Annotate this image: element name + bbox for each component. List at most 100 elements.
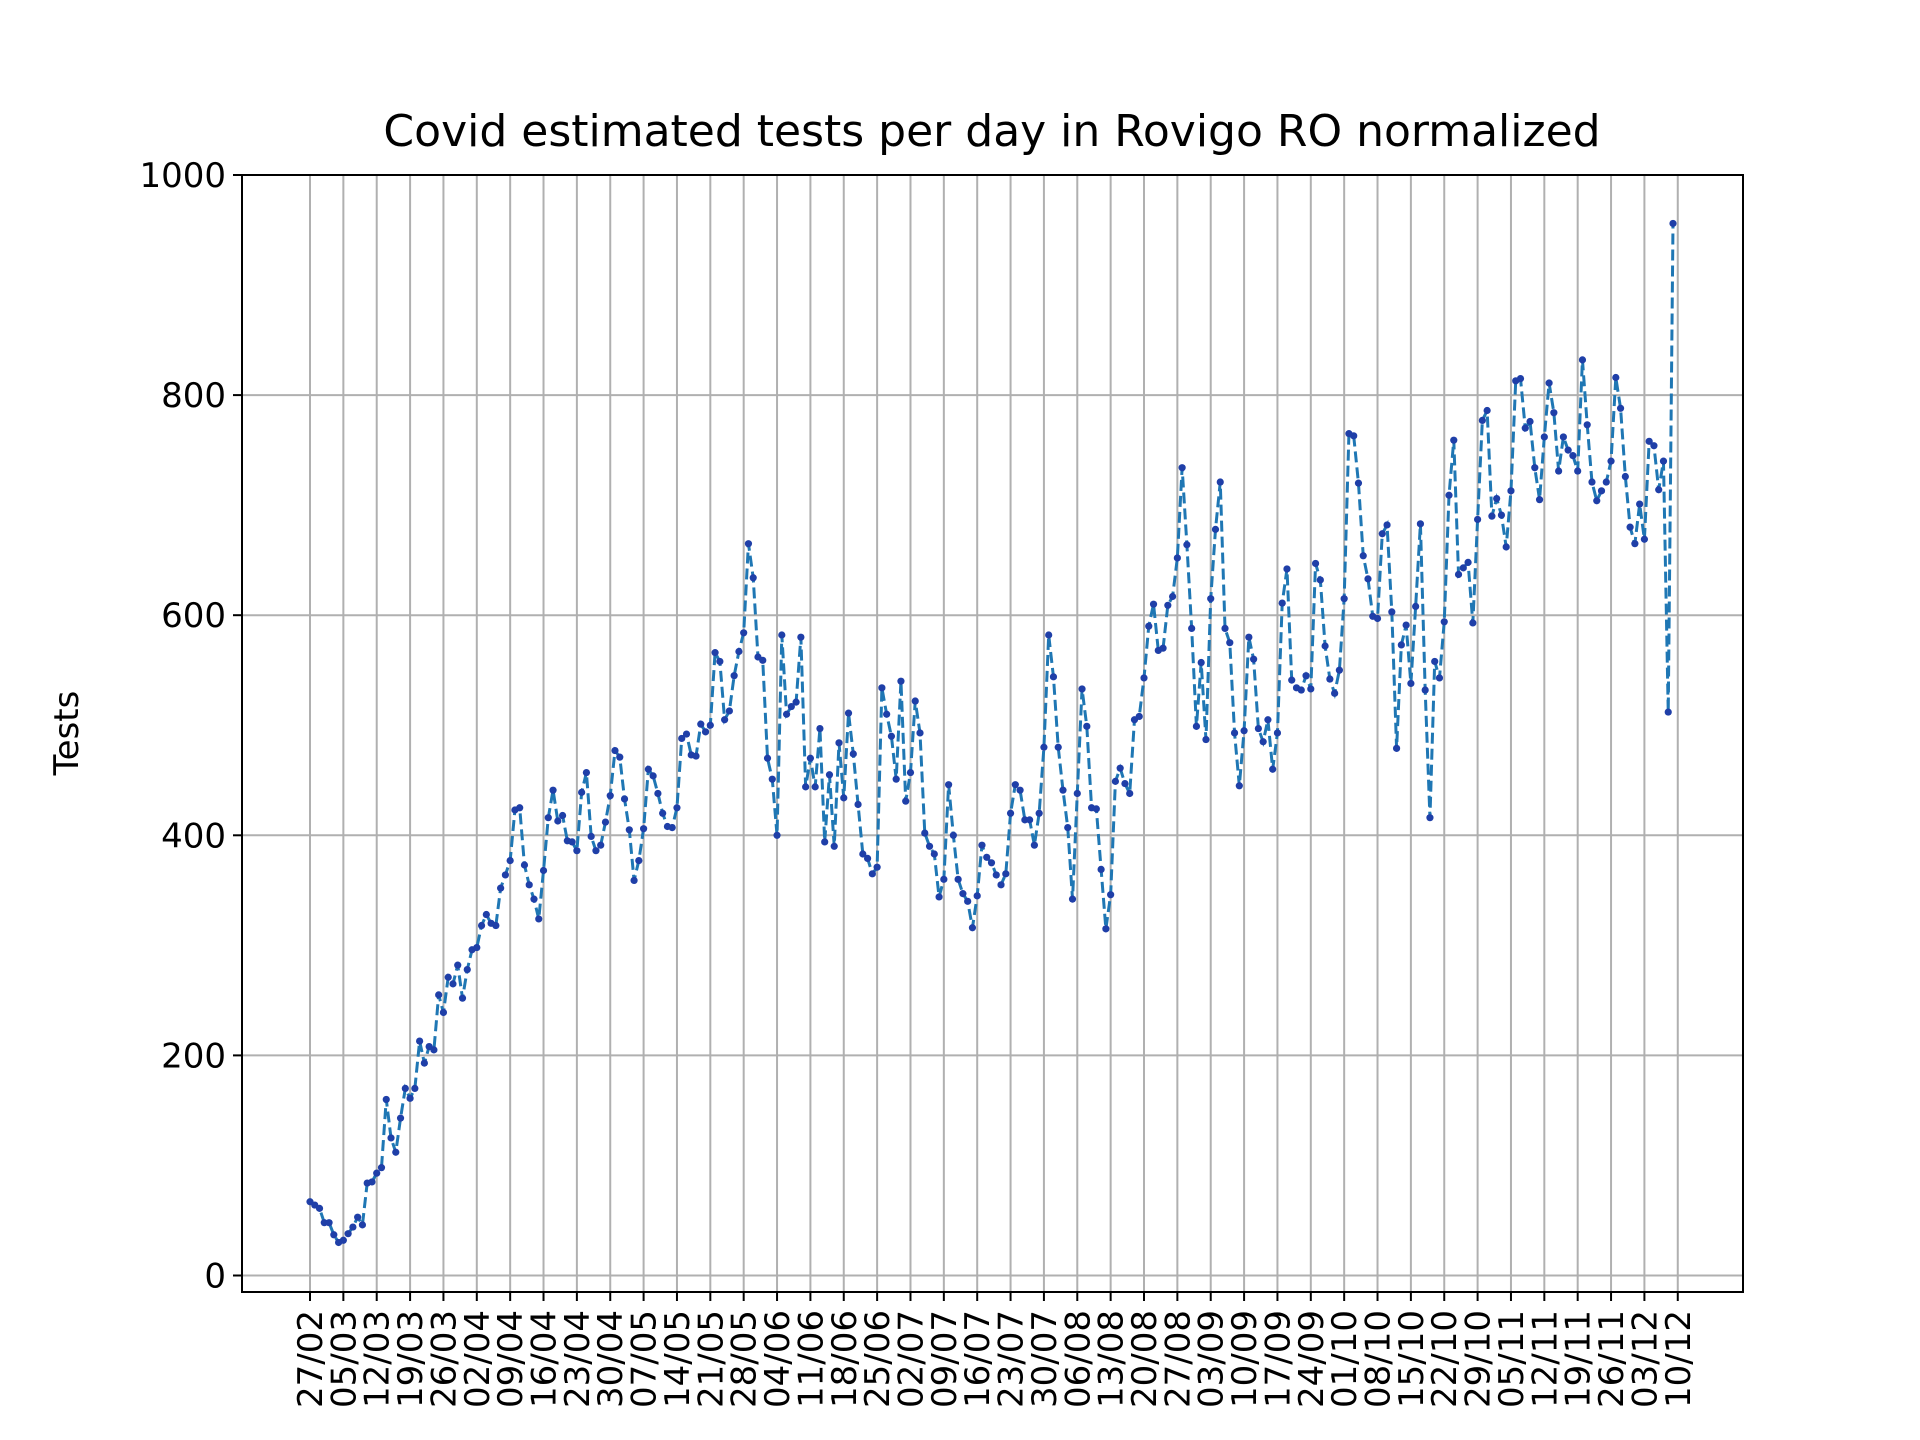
- y-tick-label: 200: [161, 1036, 226, 1076]
- x-tick-label: 03/09: [1192, 1310, 1232, 1408]
- x-tick-label: 22/10: [1425, 1310, 1465, 1408]
- data-point: [1316, 576, 1324, 584]
- data-point: [396, 1114, 405, 1122]
- data-point: [806, 754, 815, 762]
- data-point: [854, 800, 862, 809]
- x-tick-label: 16/07: [958, 1310, 998, 1408]
- data-point: [1230, 729, 1239, 737]
- data-point: [349, 1223, 357, 1231]
- data-point: [811, 783, 819, 791]
- x-tick-label: 28/05: [725, 1310, 765, 1408]
- data-point: [392, 1148, 400, 1156]
- x-tick-label: 30/04: [591, 1310, 631, 1408]
- y-axis-label: Tests: [47, 691, 87, 777]
- data-point: [1574, 467, 1582, 475]
- data-point: [1059, 786, 1067, 794]
- data-point: [921, 829, 929, 837]
- x-tick-label: 16/04: [525, 1310, 565, 1408]
- data-point: [606, 792, 614, 800]
- data-point: [406, 1094, 414, 1102]
- data-point: [592, 847, 600, 855]
- data-point: [711, 649, 719, 657]
- data-point: [744, 540, 753, 548]
- data-point: [1121, 779, 1129, 788]
- data-point: [883, 710, 891, 718]
- data-point: [802, 783, 810, 791]
- data-point: [844, 709, 853, 717]
- x-tick-label: 26/11: [1592, 1310, 1632, 1408]
- data-point: [773, 831, 781, 839]
- data-point: [768, 775, 776, 783]
- data-point: [782, 710, 791, 718]
- data-point: [1126, 789, 1134, 798]
- data-point: [1011, 781, 1019, 789]
- data-point: [1545, 379, 1553, 387]
- data-point: [973, 892, 981, 900]
- data-point: [1416, 520, 1425, 528]
- data-point: [735, 647, 743, 656]
- data-point: [1283, 565, 1291, 573]
- data-point: [964, 897, 972, 905]
- data-point: [1192, 722, 1201, 730]
- data-point: [520, 861, 529, 869]
- data-point: [1588, 478, 1596, 486]
- data-point: [868, 870, 876, 878]
- data-point: [930, 850, 938, 858]
- data-point: [1240, 727, 1248, 735]
- data-point: [1254, 724, 1262, 733]
- data-point: [721, 716, 729, 724]
- data-point: [377, 1164, 386, 1172]
- data-point: [1612, 373, 1620, 382]
- data-point: [725, 707, 733, 715]
- data-point: [701, 728, 710, 736]
- data-point: [1188, 624, 1196, 633]
- data-point: [1264, 716, 1272, 724]
- data-point: [1478, 416, 1486, 425]
- plot-frame: [241, 174, 1744, 1293]
- data-point: [1664, 708, 1672, 716]
- data-point: [439, 1008, 448, 1017]
- data-point: [1288, 676, 1296, 684]
- x-tick-label: 18/06: [825, 1310, 865, 1408]
- data-point: [1521, 424, 1529, 432]
- data-point: [1026, 816, 1034, 824]
- data-point: [558, 811, 567, 820]
- data-point: [1173, 554, 1181, 562]
- data-point: [654, 789, 662, 798]
- data-point: [582, 768, 591, 777]
- data-point: [1359, 552, 1367, 560]
- data-point: [1245, 633, 1253, 641]
- data-point: [635, 857, 643, 865]
- x-tick-label: 26/03: [424, 1310, 464, 1408]
- data-point: [859, 850, 867, 858]
- data-point: [620, 795, 629, 803]
- data-point: [1183, 541, 1191, 549]
- data-point: [649, 772, 657, 780]
- data-point: [368, 1178, 376, 1186]
- data-point: [482, 910, 490, 919]
- data-point: [792, 698, 800, 706]
- data-point: [1111, 777, 1120, 785]
- data-point: [1569, 452, 1577, 460]
- data-point: [682, 730, 691, 738]
- data-point: [697, 720, 705, 728]
- data-point: [1073, 789, 1081, 798]
- data-point: [1097, 865, 1105, 874]
- data-point: [1483, 406, 1491, 415]
- data-point: [1168, 592, 1177, 601]
- y-tick-label: 800: [161, 376, 226, 416]
- data-point: [1555, 467, 1563, 475]
- data-point: [420, 1059, 428, 1067]
- x-tick-label: 04/06: [758, 1310, 798, 1408]
- data-point: [740, 629, 748, 637]
- data-point: [1211, 525, 1220, 533]
- data-point: [1650, 442, 1658, 450]
- data-point: [1459, 564, 1467, 572]
- data-point: [325, 1219, 333, 1227]
- data-point: [897, 677, 905, 685]
- data-point: [1550, 409, 1558, 417]
- data-point: [1559, 433, 1567, 441]
- data-point: [1440, 618, 1448, 626]
- data-point: [668, 823, 676, 832]
